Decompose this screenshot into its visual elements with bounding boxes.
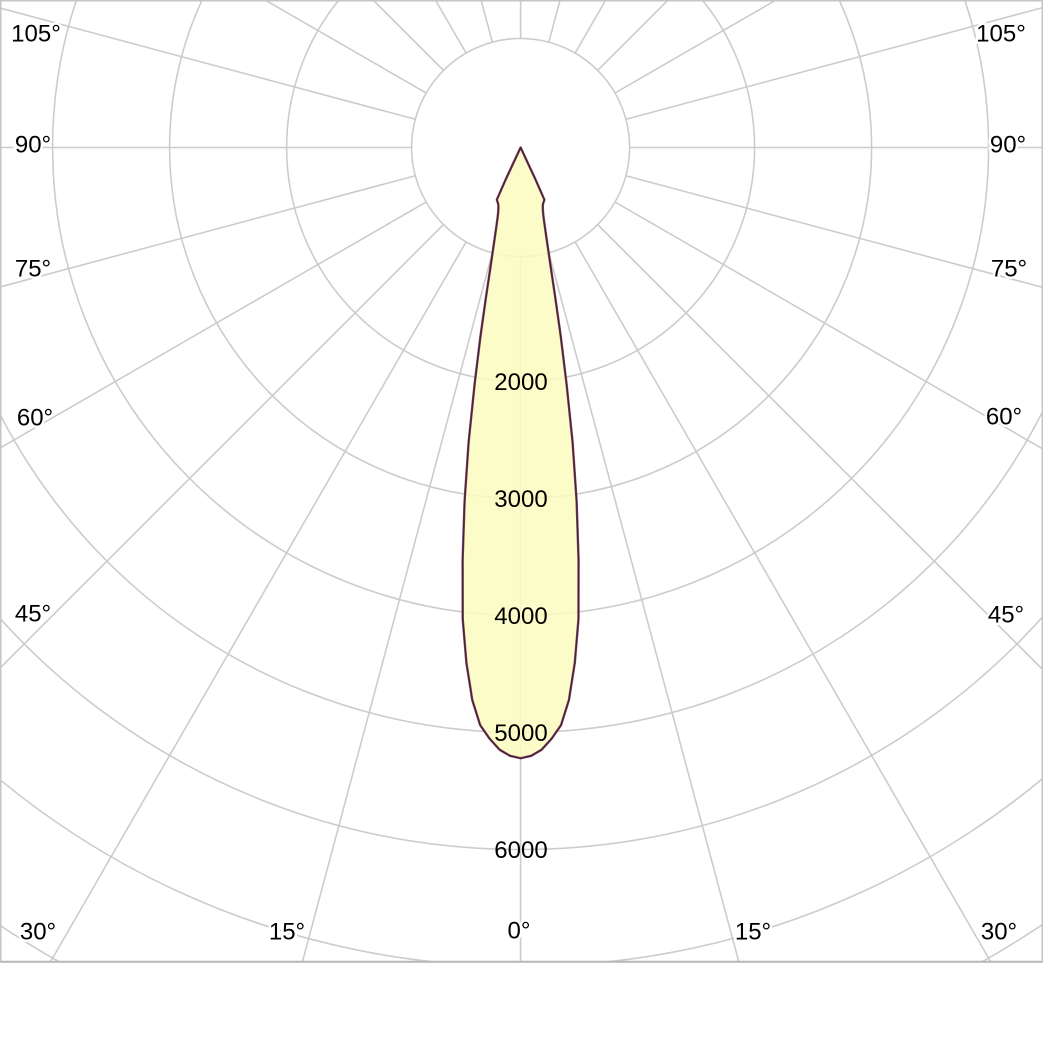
grid-spoke (301, 185, 512, 963)
plot-border (0, 0, 1043, 963)
angle-label: 60° (986, 403, 1022, 430)
angle-label: 0° (508, 917, 531, 944)
angle-label: 75° (991, 255, 1027, 282)
grid-spoke (539, 181, 993, 963)
grid-spoke (559, 6, 1043, 138)
ring-label: 3000 (494, 486, 547, 513)
grid-spoke (548, 175, 1043, 672)
grid-spoke (554, 166, 1043, 451)
polar-chart: 2000 3000 4000 5000 6000 105° 90° 75° 60° 45° 30° 1… (0, 0, 1043, 963)
angle-label: 30° (981, 918, 1017, 945)
angle-label: 105° (976, 20, 1026, 47)
ring-label: 4000 (494, 603, 547, 630)
angle-label: 45° (15, 600, 51, 627)
ring-label: 5000 (494, 720, 547, 747)
angle-label: 15° (735, 918, 771, 945)
beam-curve-c90-c270 (461, 146, 580, 759)
angle-label: 90° (15, 131, 51, 158)
angle-label: 105° (11, 20, 61, 47)
grid-spoke (554, 0, 778, 129)
angle-label: 45° (988, 601, 1024, 628)
grid-spoke (559, 157, 1043, 289)
angle-label: 90° (990, 131, 1026, 158)
angle-label: 15° (269, 918, 305, 945)
grid-spoke (48, 181, 502, 963)
angle-label: 30° (20, 918, 56, 945)
angle-label: 60° (17, 404, 53, 431)
ring-label: 2000 (494, 369, 547, 396)
grid-spoke (371, 0, 493, 120)
beam-fill (462, 147, 579, 759)
grid-spoke (263, 0, 487, 129)
grid-spoke (0, 166, 487, 449)
grid-spoke (548, 0, 670, 120)
ring-label: 6000 (494, 837, 547, 864)
polar-grid: 2000 3000 4000 5000 6000 (0, 0, 1043, 963)
legend: cd/klm η = 100% C0 - C180 C90 - C270 (0, 963, 1043, 1049)
grid-spoke (0, 7, 483, 138)
grid-spoke (530, 185, 740, 963)
grid-ring (0, 614, 1043, 851)
angle-label: 75° (15, 255, 51, 282)
grid-spoke (0, 157, 483, 288)
grid-spoke (0, 175, 493, 670)
